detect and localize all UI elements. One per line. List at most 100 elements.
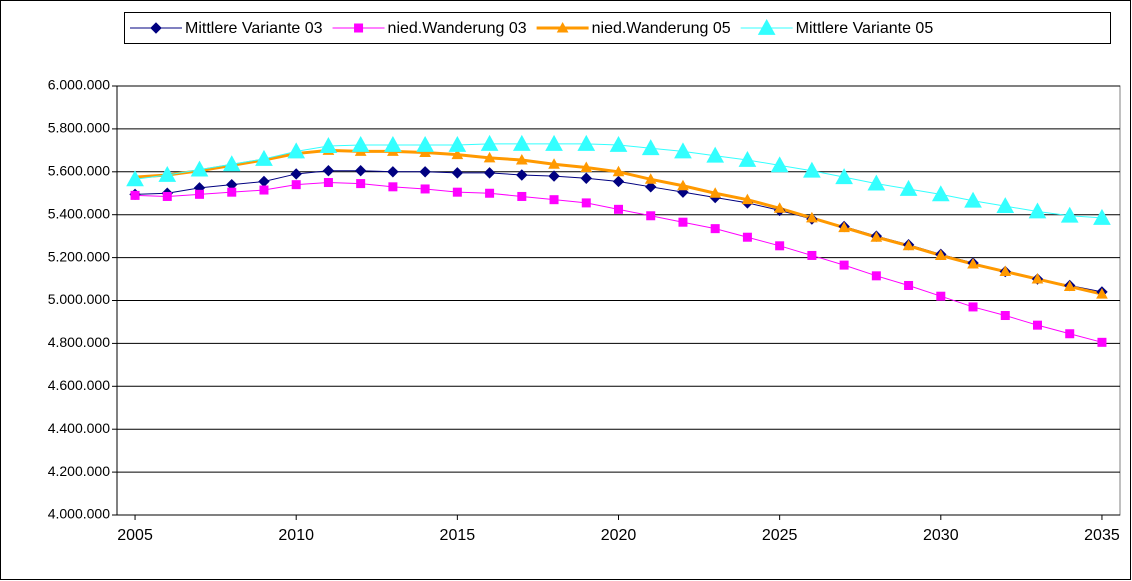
marker — [319, 137, 338, 153]
marker — [1096, 288, 1108, 299]
marker — [548, 170, 560, 182]
legend-marker — [556, 21, 569, 33]
marker — [838, 221, 850, 233]
marker — [512, 134, 531, 151]
marker — [227, 187, 237, 197]
marker — [968, 302, 978, 312]
marker — [580, 161, 593, 173]
legend-marker — [354, 23, 364, 33]
marker — [775, 241, 785, 251]
y-tick-label: 5.600.000 — [48, 163, 110, 179]
marker — [222, 155, 241, 172]
marker — [287, 142, 306, 159]
marker — [871, 271, 881, 281]
y-tick-label: 5.800.000 — [48, 120, 110, 136]
marker — [420, 184, 430, 194]
y-tick-label: 5.000.000 — [48, 291, 110, 307]
marker — [419, 166, 431, 178]
legend-box — [124, 12, 1111, 44]
y-tick-label: 4.000.000 — [48, 506, 110, 522]
marker — [1065, 329, 1075, 339]
marker — [158, 165, 177, 182]
marker — [674, 142, 692, 159]
marker — [1063, 280, 1076, 292]
marker — [806, 211, 818, 223]
marker — [451, 167, 464, 179]
legend-marker — [150, 22, 162, 34]
marker — [419, 146, 431, 157]
marker — [612, 175, 625, 188]
marker — [1032, 320, 1042, 330]
marker — [738, 150, 757, 167]
marker — [485, 188, 495, 198]
marker — [480, 134, 499, 151]
marker — [835, 168, 853, 185]
y-tick-label: 6.000.000 — [48, 77, 110, 93]
marker — [545, 134, 563, 151]
marker — [803, 161, 821, 178]
x-tick-label: 2020 — [601, 527, 637, 544]
marker — [322, 165, 335, 177]
marker — [614, 204, 623, 214]
marker — [646, 211, 656, 221]
marker — [742, 232, 752, 242]
marker — [130, 190, 140, 200]
legend-label: Mittlere Variante 05 — [796, 20, 934, 37]
legend-label: Mittlere Variante 03 — [185, 20, 323, 37]
legend-marker — [757, 18, 776, 35]
marker — [710, 224, 720, 234]
marker — [839, 260, 849, 270]
marker — [255, 149, 273, 166]
marker — [356, 179, 366, 189]
marker — [899, 179, 918, 196]
y-tick-label: 4.200.000 — [48, 463, 110, 479]
marker — [549, 195, 559, 205]
marker — [483, 151, 496, 163]
marker — [641, 139, 660, 156]
marker — [870, 231, 883, 242]
x-tick-label: 2030 — [923, 527, 959, 544]
marker — [387, 166, 399, 178]
marker — [1060, 206, 1079, 223]
marker — [967, 258, 979, 269]
marker — [1093, 208, 1111, 225]
marker — [290, 168, 302, 180]
marker — [323, 178, 333, 188]
marker — [645, 181, 657, 193]
marker — [996, 197, 1015, 214]
marker — [581, 198, 591, 208]
marker — [448, 135, 467, 152]
marker — [354, 165, 367, 177]
marker — [548, 158, 560, 169]
marker — [931, 185, 950, 202]
marker — [904, 280, 914, 290]
marker — [709, 187, 722, 198]
marker — [934, 249, 947, 260]
marker — [999, 265, 1012, 277]
marker — [1028, 202, 1047, 219]
x-tick-label: 2005 — [117, 527, 153, 544]
y-tick-label: 4.600.000 — [48, 377, 110, 393]
marker — [867, 174, 886, 191]
marker — [577, 134, 596, 151]
marker — [580, 172, 592, 184]
marker — [517, 191, 527, 201]
marker — [1031, 273, 1044, 284]
marker — [1000, 311, 1010, 321]
marker — [416, 135, 434, 152]
y-tick-label: 5.200.000 — [48, 248, 110, 264]
marker — [195, 189, 205, 199]
marker — [936, 291, 946, 301]
marker — [612, 165, 625, 177]
marker — [741, 193, 754, 205]
marker — [807, 250, 817, 260]
marker — [644, 173, 657, 184]
y-tick-label: 4.800.000 — [48, 334, 110, 350]
marker — [126, 170, 144, 187]
marker — [162, 191, 172, 201]
marker — [609, 135, 628, 152]
x-tick-label: 2010 — [278, 527, 314, 544]
x-tick-label: 2035 — [1084, 527, 1120, 544]
y-tick-label: 5.400.000 — [48, 205, 110, 221]
